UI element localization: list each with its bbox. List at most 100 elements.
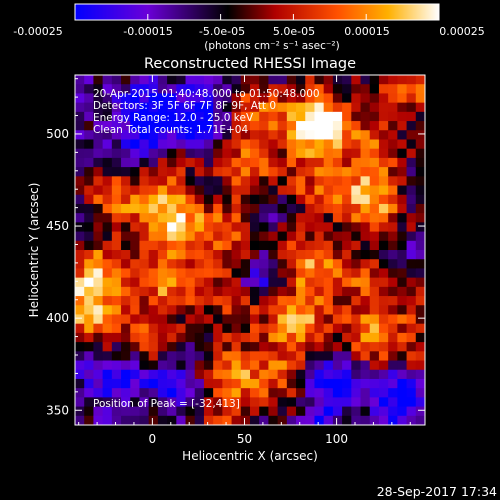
heatmap-cell (121, 84, 131, 95)
heatmap-cell (259, 157, 270, 168)
heatmap-cell (332, 185, 343, 196)
heatmap-cell (415, 369, 425, 380)
heatmap-cell (250, 332, 260, 343)
heatmap-cell (130, 213, 141, 223)
heatmap-cell (332, 378, 343, 389)
heatmap-cell (185, 111, 196, 122)
heatmap-cell (130, 406, 141, 417)
heatmap-cell (314, 111, 325, 122)
heatmap-cell (268, 342, 279, 352)
heatmap-cell (167, 342, 177, 352)
heatmap-cell (296, 406, 306, 417)
heatmap-cell (378, 286, 389, 297)
heatmap-cell (259, 75, 270, 85)
heatmap-cell (388, 139, 398, 150)
heatmap-cell (286, 332, 297, 343)
heatmap-cell (397, 148, 408, 159)
heatmap-cell (203, 415, 214, 425)
heatmap-cell (369, 277, 380, 288)
heatmap-cell (277, 332, 288, 343)
heatmap-cell (194, 139, 205, 150)
heatmap-cell (305, 231, 316, 242)
heatmap-cell (203, 378, 214, 389)
heatmap-cell (286, 406, 297, 417)
heatmap-cell (93, 342, 104, 352)
heatmap-cell (139, 139, 150, 150)
heatmap-cell (268, 75, 279, 85)
heatmap-cell (351, 314, 362, 325)
heatmap-cell (240, 286, 251, 297)
heatmap-cell (415, 111, 425, 122)
heatmap-cell (167, 176, 177, 187)
heatmap-cell (185, 194, 196, 205)
heatmap-cell (121, 323, 131, 334)
heatmap-cell (194, 360, 205, 371)
heatmap-cell (75, 157, 85, 168)
heatmap-cell (93, 194, 104, 205)
heatmap-cell (286, 130, 297, 141)
heatmap-cell (268, 388, 279, 398)
heatmap-cell (286, 378, 297, 389)
heatmap-cell (139, 148, 150, 159)
heatmap-cell (102, 240, 113, 251)
heatmap-cell (378, 185, 389, 196)
heatmap-cell (185, 296, 196, 306)
heatmap-cell (388, 148, 398, 159)
heatmap-cell (277, 157, 288, 168)
heatmap-cell (93, 167, 104, 177)
heatmap-cell (148, 268, 159, 279)
heatmap-cell (286, 75, 297, 85)
heatmap-cell (406, 231, 417, 242)
heatmap-cell (351, 84, 362, 95)
heatmap-cell (250, 250, 260, 260)
heatmap-cell (231, 167, 242, 177)
heatmap-cell (342, 286, 352, 297)
heatmap-cell (323, 388, 334, 398)
heatmap-cell (93, 111, 104, 122)
heatmap-cell (148, 93, 159, 104)
heatmap-cell (277, 102, 288, 113)
heatmap-cell (121, 130, 131, 141)
heatmap-cell (231, 351, 242, 362)
heatmap-cell (93, 222, 104, 233)
heatmap-cell (296, 415, 306, 425)
heatmap-cell (176, 388, 187, 398)
heatmap-cell (277, 250, 288, 260)
heatmap-cell (351, 148, 362, 159)
heatmap-cell (250, 314, 260, 325)
heatmap-cell (148, 148, 159, 159)
heatmap-cell (277, 176, 288, 187)
heatmap-cell (176, 415, 187, 425)
heatmap-cell (250, 93, 260, 104)
heatmap-cell (296, 185, 306, 196)
heatmap-cell (406, 102, 417, 113)
heatmap-cell (93, 130, 104, 141)
heatmap-cell (360, 203, 371, 214)
heatmap-cell (203, 268, 214, 279)
heatmap-cell (323, 121, 334, 131)
heatmap-cell (369, 222, 380, 233)
heatmap-cell (397, 360, 408, 371)
heatmap-cell (93, 139, 104, 150)
heatmap-cell (240, 305, 251, 316)
heatmap-cell (139, 222, 150, 233)
heatmap-cell (176, 332, 187, 343)
heatmap-cell (259, 102, 270, 113)
heatmap-cell (102, 250, 113, 260)
heatmap-cell (157, 296, 168, 306)
heatmap-cell (213, 378, 223, 389)
heatmap-cell (268, 406, 279, 417)
heatmap-cell (148, 378, 159, 389)
heatmap-cell (369, 351, 380, 362)
heatmap-cell (139, 406, 150, 417)
heatmap-cell (185, 286, 196, 297)
heatmap-cell (268, 296, 279, 306)
heatmap-cell (157, 75, 168, 85)
heatmap-cell (259, 148, 270, 159)
heatmap-cell (286, 148, 297, 159)
heatmap-cell (296, 176, 306, 187)
heatmap-cell (342, 397, 352, 408)
heatmap-cell (351, 259, 362, 270)
heatmap-cell (351, 369, 362, 380)
heatmap-cell (222, 84, 233, 95)
